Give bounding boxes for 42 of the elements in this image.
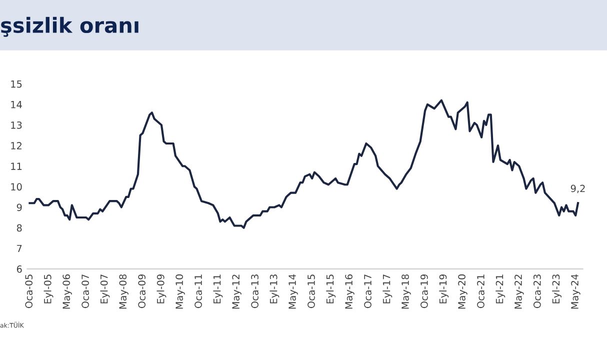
x-tick-label: May-20 (458, 274, 468, 309)
x-tick-label: Eyl-05 (44, 274, 54, 304)
x-tick-label: May-24 (571, 274, 580, 309)
x-tick-label: Oca-23 (533, 274, 541, 308)
x-tick-label: Oca-15 (308, 274, 315, 308)
x-tick-label: Eyl-13 (270, 274, 280, 304)
x-tick-label: Eyl-15 (326, 274, 336, 304)
x-tick-label: Eyl-11 (213, 274, 223, 304)
x-tick-label: Oca-17 (364, 274, 372, 308)
x-tick-label: Oca-11 (194, 274, 202, 308)
chart-title: şsizlik oranı (1, 16, 138, 37)
x-tick-label: May-16 (345, 274, 354, 309)
y-tick-label: 13 (11, 121, 22, 129)
x-tick-label: May-22 (514, 274, 524, 309)
x-tick-label: May-10 (176, 274, 185, 309)
x-tick-label: May-06 (62, 274, 72, 309)
annotation: 9,2 (570, 184, 585, 194)
x-tick-label: May-18 (402, 274, 411, 309)
y-tick-label: 15 (11, 80, 22, 88)
x-tick-label: Oca-13 (251, 274, 258, 308)
y-tick-label: 11 (11, 162, 22, 170)
x-tick-label: Eyl-17 (382, 274, 392, 304)
x-tick-label: Oca-09 (138, 274, 146, 308)
x-tick-label: Eyl-19 (439, 274, 449, 304)
y-tick-label: 12 (11, 142, 22, 150)
x-tick-label: Oca-07 (82, 274, 89, 308)
y-tick-label: 8 (16, 224, 22, 232)
x-tick-label: Oca-19 (420, 274, 428, 308)
x-tick-label: May-12 (232, 274, 242, 309)
y-tick-label: 10 (11, 183, 22, 191)
x-tick-label: Eyl-23 (552, 274, 562, 304)
x-tick-label: Oca-21 (477, 274, 484, 308)
x-tick-label: May-14 (288, 274, 298, 309)
y-tick-label: 6 (16, 265, 22, 273)
x-tick-label: May-08 (119, 274, 128, 309)
x-tick-label: Eyl-21 (496, 274, 506, 304)
y-tick-label: 7 (17, 244, 22, 252)
x-tick-label: Eyl-07 (100, 274, 110, 304)
y-tick-label: 14 (11, 101, 22, 108)
y-tick-label: 9 (16, 204, 22, 212)
x-tick-label: Eyl-09 (156, 274, 166, 304)
x-tick-label: Oca-05 (25, 274, 33, 308)
